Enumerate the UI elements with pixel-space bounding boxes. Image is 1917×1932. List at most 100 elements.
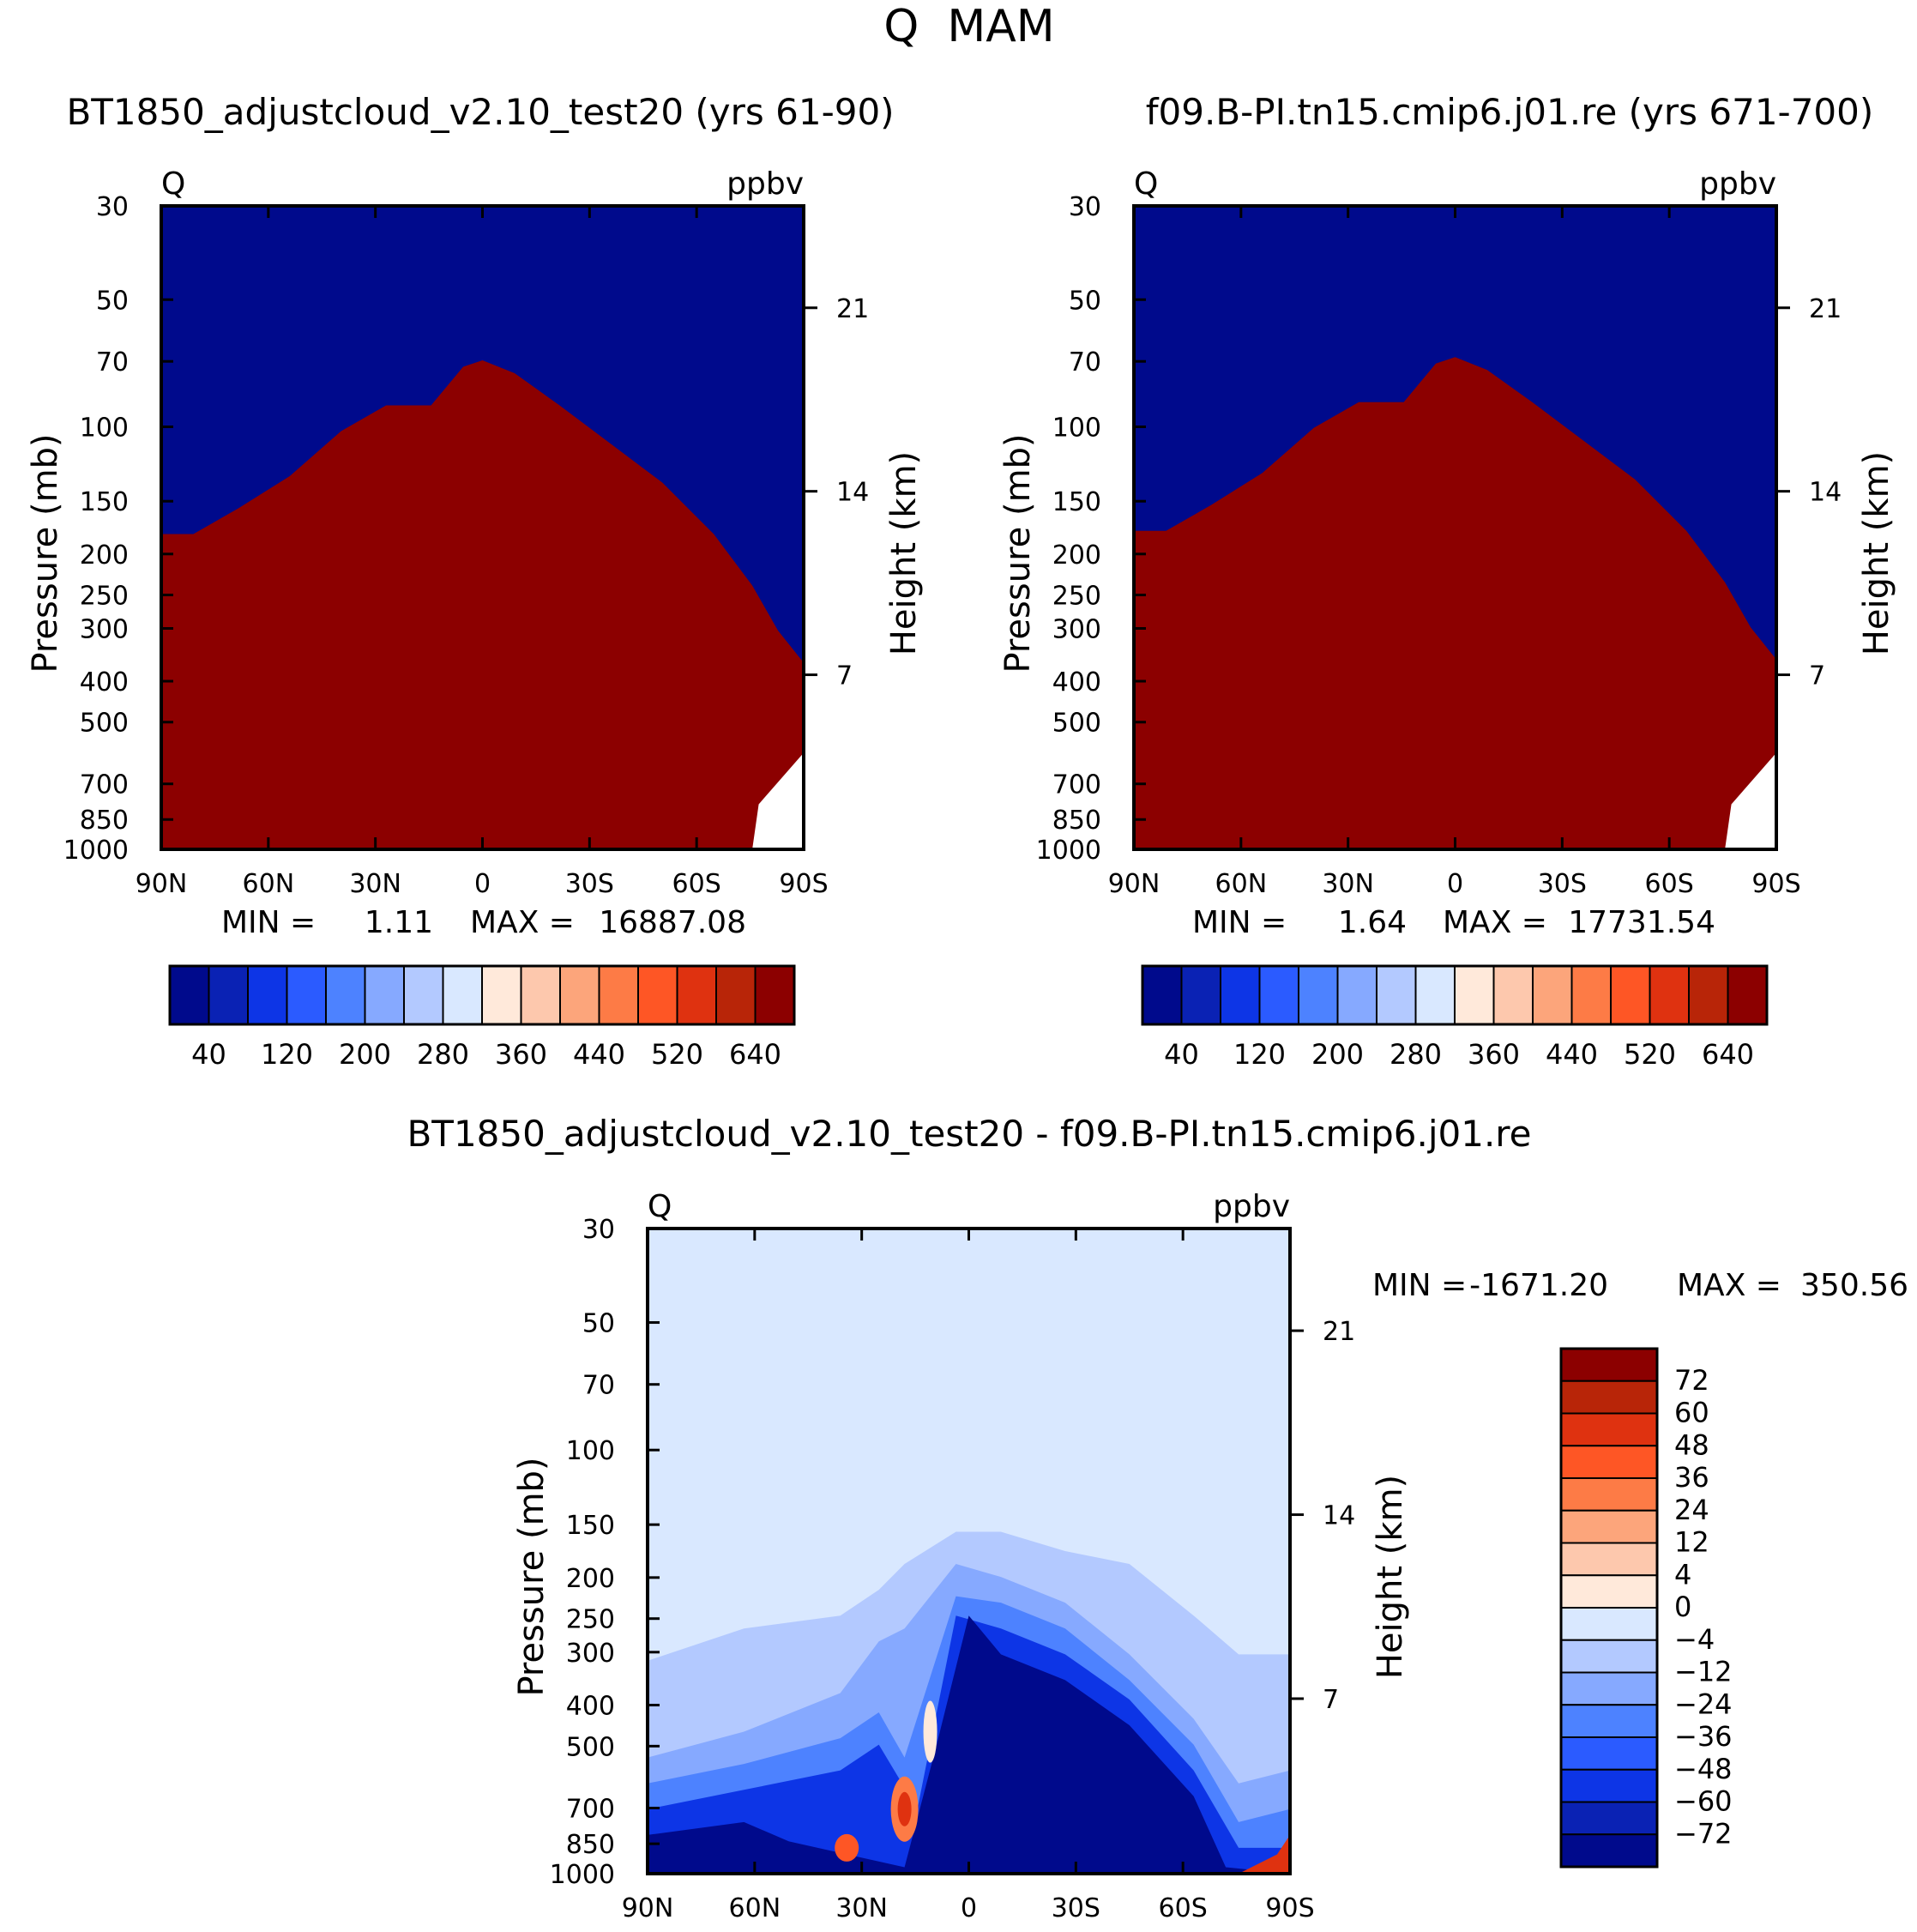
- y-tick-label: 30: [1069, 192, 1101, 222]
- colorbar-swatch: [1560, 1671, 1658, 1706]
- field-level: [161, 360, 804, 849]
- colorbar-swatch: [1142, 965, 1183, 1025]
- x-tick-label: 60N: [729, 1893, 781, 1923]
- field-positive-anomaly: [923, 1700, 937, 1763]
- y-tick-label: 70: [1069, 347, 1101, 377]
- y-tick-label: 300: [566, 1639, 615, 1669]
- colorbar-swatch: [1688, 965, 1729, 1025]
- y-tick-label: 200: [1052, 540, 1101, 571]
- y-tick-label: 150: [1052, 487, 1101, 517]
- min-value: -1671.20: [1469, 1268, 1608, 1303]
- colorbar-label: 60: [1674, 1397, 1709, 1429]
- y-tick-label: 850: [1052, 806, 1101, 836]
- y2-tick-label: 14: [836, 478, 869, 508]
- colorbar-swatch: [1560, 1639, 1658, 1674]
- x-tick-label: 0: [961, 1893, 977, 1923]
- colorbar-swatch: [1220, 965, 1261, 1025]
- field-missing: [1725, 752, 1776, 849]
- x-tick-label: 30S: [565, 869, 614, 899]
- colorbar-swatch: [1560, 1736, 1658, 1771]
- panel-model: BT1850_adjustcloud_v2.10_test20 (yrs 61-…: [26, 91, 924, 1071]
- colorbar-label: 640: [729, 1038, 781, 1071]
- colorbar-frame: [1141, 964, 1769, 1026]
- colorbar-swatch: [442, 965, 483, 1025]
- colorbar-label: 280: [417, 1038, 469, 1071]
- colorbar-swatch: [481, 965, 522, 1025]
- y-tick-label: 250: [1052, 581, 1101, 611]
- colorbar-swatch: [520, 965, 561, 1025]
- plot-field: [161, 206, 804, 849]
- colorbar-frame: [1559, 1347, 1659, 1869]
- y2-tick-label: 7: [1809, 661, 1825, 691]
- units-label: ppbv: [1213, 1189, 1290, 1224]
- y-tick-label: 30: [96, 192, 129, 222]
- colorbar-swatch: [1376, 965, 1417, 1025]
- colorbar-label: 120: [261, 1038, 313, 1071]
- colorbar-swatch: [1560, 1607, 1658, 1641]
- colorbar-swatch: [1560, 1768, 1658, 1803]
- colorbar-swatch: [208, 965, 249, 1025]
- y-tick-label: 250: [80, 581, 129, 611]
- colorbar-label: −36: [1674, 1720, 1733, 1753]
- y-tick-label: 850: [80, 806, 129, 836]
- colorbar-swatch: [1560, 1833, 1658, 1868]
- colorbar-label: 40: [191, 1038, 226, 1071]
- colorbar-swatch: [1560, 1509, 1658, 1544]
- colorbar-label: 200: [1311, 1038, 1364, 1071]
- plot-field: [1134, 206, 1776, 849]
- panel-difference: BT1850_adjustcloud_v2.10_test20 - f09.B-…: [407, 1113, 1908, 1923]
- y2-tick-label: 21: [1323, 1317, 1355, 1347]
- max-label: MAX =: [470, 905, 575, 940]
- colorbar-label: −12: [1674, 1656, 1733, 1688]
- x-tick-label: 60N: [243, 869, 295, 899]
- colorbar-swatch: [1560, 1445, 1658, 1479]
- y-tick-label: 700: [80, 770, 129, 800]
- colorbar-swatch: [637, 965, 678, 1025]
- x-tick-label: 30N: [1322, 869, 1374, 899]
- y-tick-label: 850: [566, 1830, 615, 1860]
- min-value: 1.64: [1338, 905, 1407, 940]
- x-tick-label: 30N: [349, 869, 401, 899]
- colorbar-label: 36: [1674, 1461, 1709, 1494]
- colorbar-label: 0: [1674, 1591, 1691, 1623]
- y-tick-label: 30: [582, 1215, 615, 1245]
- colorbar-swatch: [1336, 965, 1377, 1025]
- colorbar-swatch: [1610, 965, 1651, 1025]
- y-tick-label: 250: [566, 1605, 615, 1635]
- colorbar-swatch: [754, 965, 795, 1025]
- y-tick-label: 70: [96, 347, 129, 377]
- x-tick-label: 30S: [1538, 869, 1587, 899]
- colorbar-label: 12: [1674, 1526, 1709, 1559]
- x-tick-label: 60S: [672, 869, 721, 899]
- colorbar-label: 520: [651, 1038, 703, 1071]
- colorbar-label: −60: [1674, 1785, 1733, 1818]
- x-tick-label: 90N: [1108, 869, 1160, 899]
- x-tick-label: 30N: [835, 1893, 888, 1923]
- y-tick-label: 300: [1052, 614, 1101, 644]
- colorbar-swatch: [1570, 965, 1612, 1025]
- colorbar-label: 440: [573, 1038, 625, 1071]
- colorbar-label: 440: [1546, 1038, 1598, 1071]
- colorbar-swatch: [1414, 965, 1456, 1025]
- colorbar-label: 24: [1674, 1494, 1709, 1526]
- y-tick-label: 1000: [1036, 836, 1101, 866]
- y2-axis-label: Height (km): [1371, 1475, 1410, 1679]
- colorbar-label: −24: [1674, 1687, 1733, 1720]
- min-label: MIN =: [1372, 1268, 1467, 1303]
- panel-title: f09.B-PI.tn15.cmip6.j01.re (yrs 671-700): [1146, 91, 1874, 133]
- colorbar-swatch: [286, 965, 327, 1025]
- panel-title: BT1850_adjustcloud_v2.10_test20 - f09.B-…: [407, 1113, 1531, 1155]
- y2-tick-label: 21: [1809, 294, 1842, 324]
- y-tick-label: 500: [1052, 709, 1101, 739]
- field-missing: [752, 752, 804, 849]
- y-tick-label: 1000: [63, 836, 129, 866]
- colorbar-swatch: [715, 965, 757, 1025]
- y-tick-label: 1000: [550, 1860, 615, 1890]
- colorbar-label: 360: [1468, 1038, 1520, 1071]
- y-tick-label: 100: [1052, 414, 1101, 444]
- y-tick-label: 50: [1069, 286, 1101, 316]
- main-title: Q MAM: [883, 1, 1054, 52]
- colorbar-label: 72: [1674, 1364, 1709, 1397]
- colorbar-swatch: [1560, 1348, 1658, 1382]
- colorbar-swatch: [1298, 965, 1339, 1025]
